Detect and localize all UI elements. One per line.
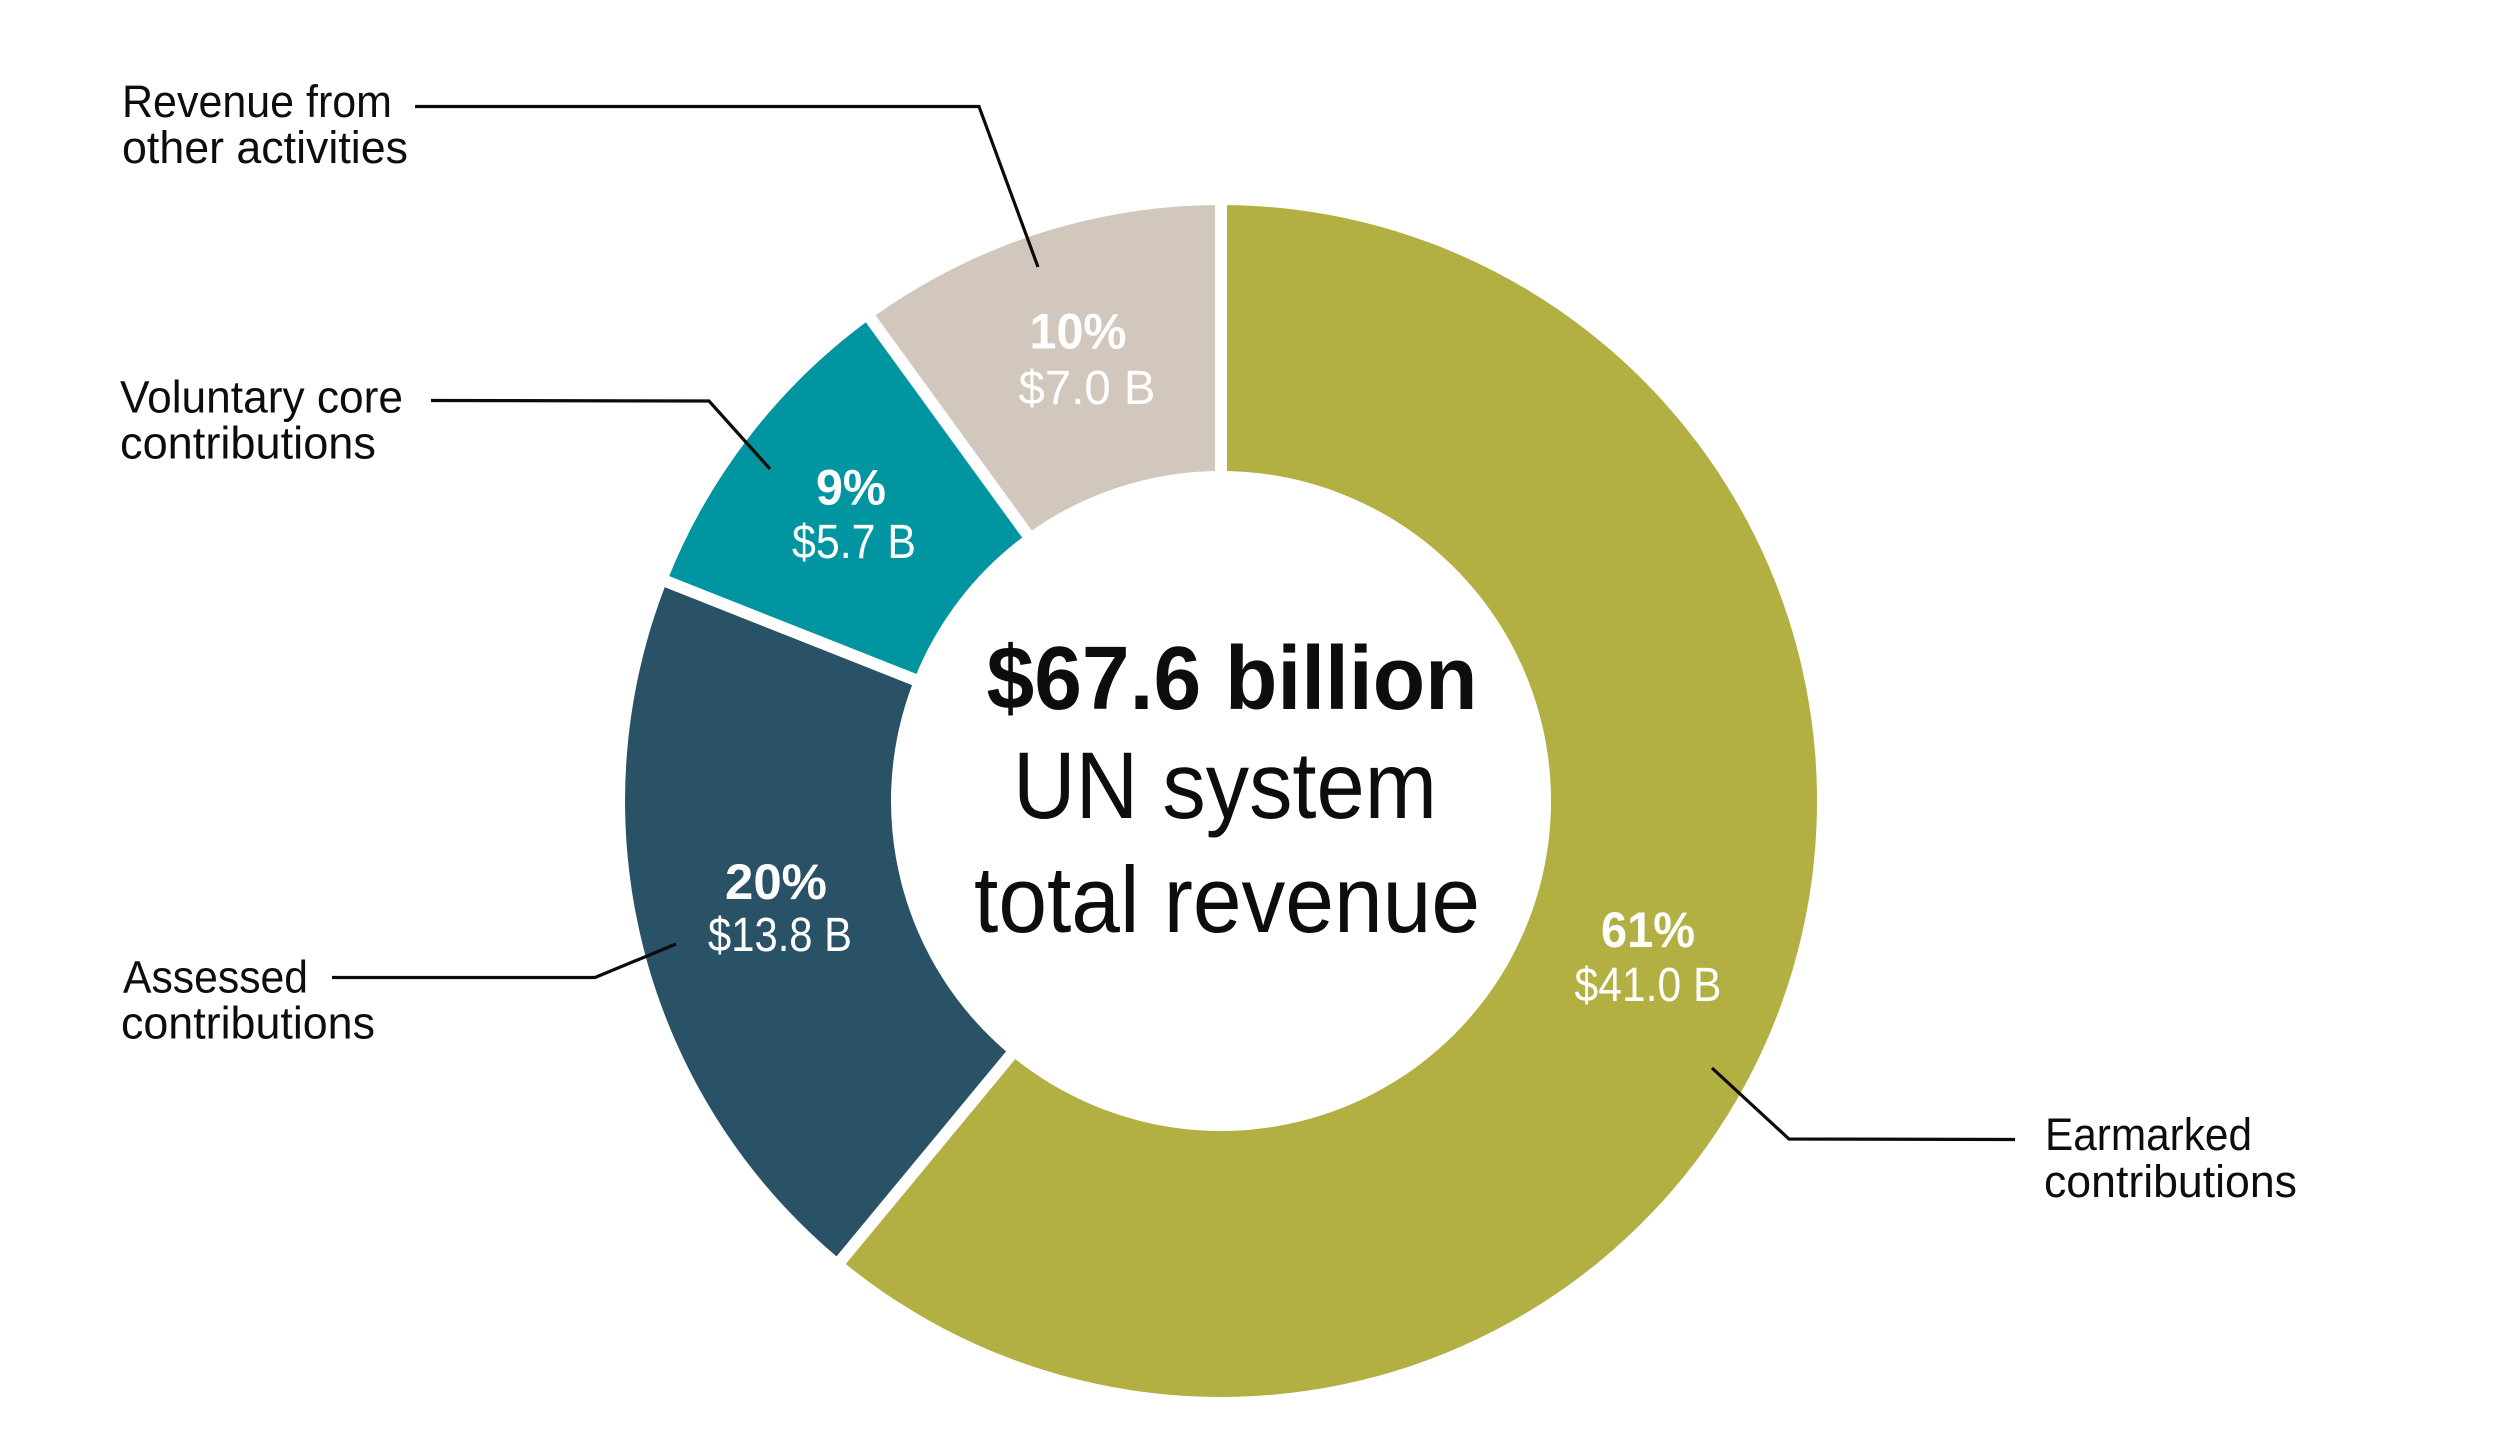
svg-text:20%: 20% (725, 854, 827, 910)
svg-text:10%: 10% (1030, 304, 1127, 360)
svg-text:$13.8 B: $13.8 B (708, 909, 852, 962)
svg-text:$67.6 billion: $67.6 billion (987, 629, 1478, 729)
svg-text:$41.0 B: $41.0 B (1575, 959, 1722, 1012)
svg-text:$7.0 B: $7.0 B (1019, 362, 1156, 415)
svg-text:other activities: other activities (122, 122, 408, 173)
svg-text:61%: 61% (1601, 902, 1695, 958)
svg-text:contributions: contributions (121, 998, 375, 1049)
svg-text:Earmarked: Earmarked (2045, 1109, 2252, 1160)
svg-text:Voluntary core: Voluntary core (120, 372, 403, 423)
svg-text:$5.7 B: $5.7 B (792, 516, 916, 569)
svg-text:9%: 9% (816, 459, 886, 515)
svg-text:Revenue from: Revenue from (122, 76, 392, 127)
svg-text:UN system: UN system (1013, 733, 1437, 839)
svg-text:Assessed: Assessed (123, 952, 308, 1003)
svg-text:contributions: contributions (120, 418, 376, 469)
svg-text:contributions: contributions (2044, 1156, 2297, 1207)
svg-text:total revenue: total revenue (974, 847, 1480, 952)
